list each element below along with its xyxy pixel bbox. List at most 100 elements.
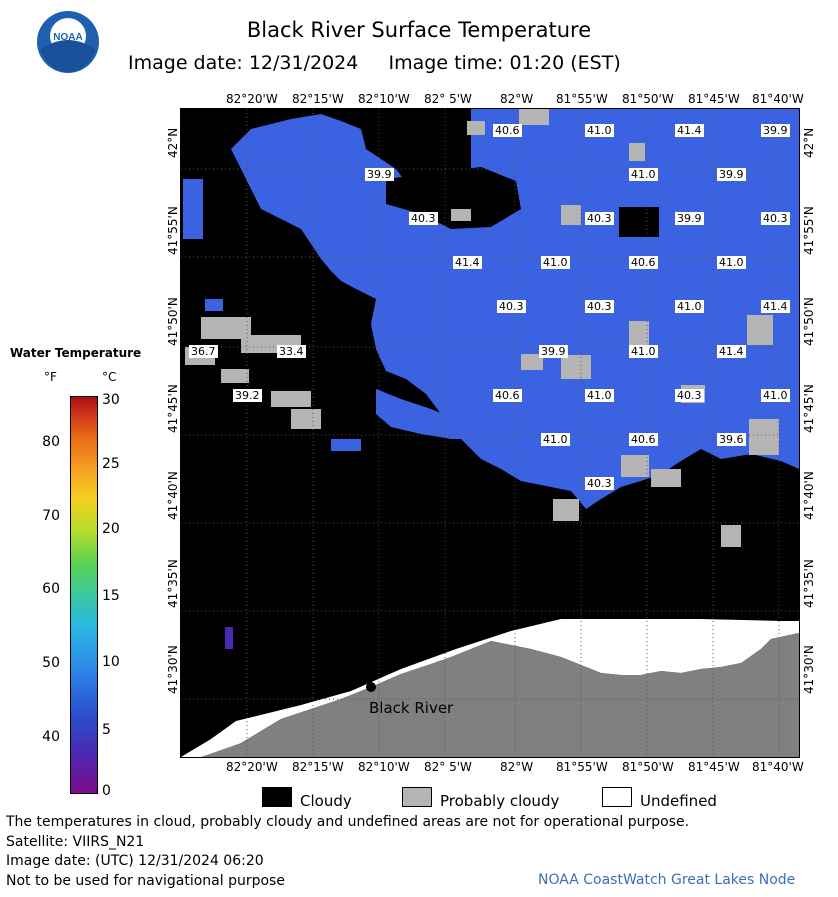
lon-label-top: 81°45'W <box>688 92 740 106</box>
f-tick: 80 <box>42 434 60 450</box>
legend-label-cloudy: Cloudy <box>300 792 352 810</box>
lon-label-top: 81°55'W <box>556 92 608 106</box>
f-tick: 40 <box>42 729 60 745</box>
map-canvas <box>181 109 799 757</box>
lat-label-left: 41°35'N <box>166 559 180 608</box>
temp-label: 39.9 <box>717 168 746 181</box>
lat-label-left: 42°N <box>166 127 180 158</box>
temp-label: 41.0 <box>629 345 658 358</box>
lat-label-left: 41°40'N <box>166 471 180 520</box>
f-tick: 70 <box>42 508 60 524</box>
lon-label-bottom: 82°10'W <box>358 760 410 774</box>
c-tick: 5 <box>102 722 111 738</box>
lat-label-right: 42°N <box>802 127 816 158</box>
temp-label: 41.4 <box>717 345 746 358</box>
temp-label: 39.6 <box>717 433 746 446</box>
credit: NOAA CoastWatch Great Lakes Node <box>538 872 796 888</box>
temp-label: 39.9 <box>675 212 704 225</box>
water-region <box>183 179 203 239</box>
temp-label: 41.0 <box>675 300 704 313</box>
unit-celsius: °C <box>102 370 117 384</box>
legend-label-probably-cloudy: Probably cloudy <box>440 792 560 810</box>
lon-label-top: 82°W <box>500 92 534 106</box>
colorbar <box>70 396 98 794</box>
lat-label-left: 41°50'N <box>166 297 180 346</box>
temp-label: 40.3 <box>585 212 614 225</box>
lat-label-right: 41°50'N <box>802 297 816 346</box>
temp-label: 39.9 <box>365 168 394 181</box>
temp-label: 41.4 <box>453 256 482 269</box>
lat-label-right: 41°30'N <box>802 645 816 694</box>
lon-label-top: 82° 5'W <box>424 92 472 106</box>
temp-label: 36.7 <box>189 345 218 358</box>
probably-cloudy-patches <box>185 109 779 547</box>
land-area <box>201 633 799 757</box>
temp-label: 40.3 <box>585 300 614 313</box>
place-label: Black River <box>369 699 454 717</box>
temp-label: 39.9 <box>539 345 568 358</box>
cloud-patch <box>619 207 659 237</box>
temp-label: 40.6 <box>493 124 522 137</box>
f-tick: 50 <box>42 655 60 671</box>
logo-text: NOAA <box>53 32 82 43</box>
legend-swatch-undefined <box>602 787 632 807</box>
lat-label-left: 41°30'N <box>166 645 180 694</box>
lon-label-bottom: 81°45'W <box>688 760 740 774</box>
temp-label: 40.6 <box>493 389 522 402</box>
temp-label: 40.3 <box>585 477 614 490</box>
black-river-marker <box>366 682 376 692</box>
noaa-logo: NOAA <box>36 10 100 74</box>
lat-label-right: 41°35'N <box>802 559 816 608</box>
legend-swatch-probably-cloudy <box>402 787 432 807</box>
colorbar-title: Water Temperature <box>10 346 142 360</box>
temp-label: 41.0 <box>585 124 614 137</box>
satellite-info: Satellite: VIIRS_N21 <box>6 834 145 850</box>
temp-label: 41.4 <box>761 300 790 313</box>
lon-label-bottom: 81°40'W <box>752 760 804 774</box>
temp-label: 41.4 <box>675 124 704 137</box>
f-tick: 60 <box>42 581 60 597</box>
temp-label: 39.9 <box>761 124 790 137</box>
water-region <box>376 389 481 439</box>
temp-label: 41.0 <box>585 389 614 402</box>
c-tick: 30 <box>102 392 120 408</box>
temp-label: 41.0 <box>541 256 570 269</box>
disclaimer: The temperatures in cloud, probably clou… <box>6 814 690 830</box>
water-region <box>205 299 223 311</box>
lat-label-right: 41°40'N <box>802 471 816 520</box>
lon-label-bottom: 81°55'W <box>556 760 608 774</box>
lat-label-right: 41°45'N <box>802 384 816 433</box>
c-tick: 25 <box>102 456 120 472</box>
temp-label: 33.4 <box>277 345 306 358</box>
lat-label-left: 41°55'N <box>166 206 180 255</box>
lon-label-top: 81°40'W <box>752 92 804 106</box>
utc-image-date: Image date: (UTC) 12/31/2024 06:20 <box>6 853 264 869</box>
water-region <box>225 627 233 649</box>
temp-label: 41.0 <box>761 389 790 402</box>
lon-label-bottom: 82°W <box>500 760 534 774</box>
temperature-map: 40.6 41.0 41.4 39.9 39.9 41.0 39.9 40.3 … <box>180 108 800 758</box>
lon-label-bottom: 82° 5'W <box>424 760 472 774</box>
lat-label-right: 41°55'N <box>802 206 816 255</box>
image-datetime: Image date: 12/31/2024 Image time: 01:20… <box>128 52 621 74</box>
lon-label-top: 81°50'W <box>622 92 674 106</box>
undefined-area <box>181 619 799 757</box>
temp-label: 41.0 <box>629 168 658 181</box>
temp-label: 40.3 <box>675 389 704 402</box>
lon-label-top: 82°10'W <box>358 92 410 106</box>
temp-label: 40.3 <box>409 212 438 225</box>
c-tick: 10 <box>102 654 120 670</box>
temp-label: 40.3 <box>761 212 790 225</box>
lon-label-bottom: 82°20'W <box>226 760 278 774</box>
temp-label: 41.0 <box>717 256 746 269</box>
lon-label-top: 82°15'W <box>292 92 344 106</box>
lon-label-bottom: 81°50'W <box>622 760 674 774</box>
temp-label: 40.6 <box>629 433 658 446</box>
water-region <box>331 439 361 451</box>
lat-label-left: 41°45'N <box>166 384 180 433</box>
c-tick: 15 <box>102 588 120 604</box>
c-tick: 20 <box>102 521 120 537</box>
temp-label: 41.0 <box>541 433 570 446</box>
legend-swatch-cloudy <box>262 787 292 807</box>
nav-disclaimer: Not to be used for navigational purpose <box>6 873 285 889</box>
